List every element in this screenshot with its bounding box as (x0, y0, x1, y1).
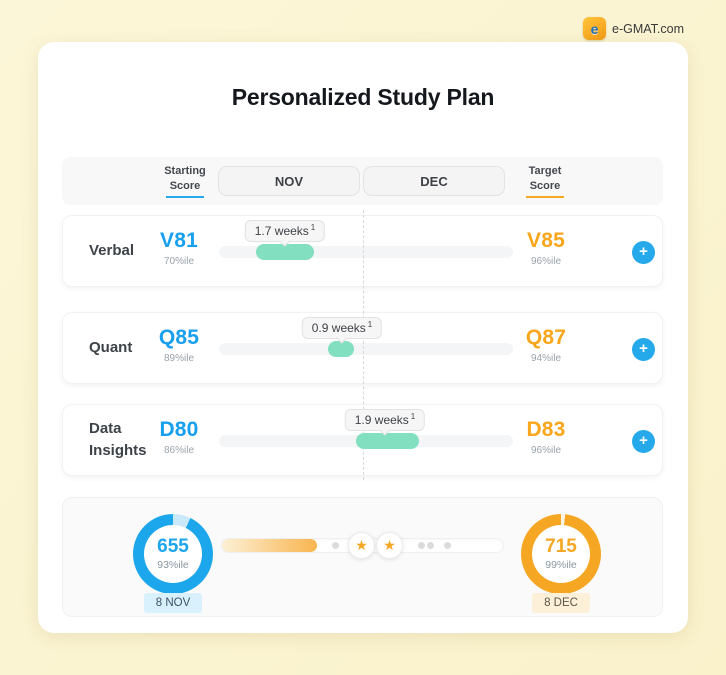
month-dec-button[interactable]: DEC (363, 166, 505, 196)
quant-progress-pill (328, 341, 354, 357)
verbal-footnote: 1 (310, 223, 316, 232)
quant-footnote: 1 (367, 320, 373, 329)
quant-target-score-block: Q87 94%ile (504, 326, 588, 364)
verbal-start-score: V81 (160, 229, 198, 252)
milestone-star-badge: ★ (348, 532, 375, 559)
verbal-start-percentile: 70%ile (163, 256, 195, 267)
data-insights-target-percentile: 96%ile (530, 445, 562, 456)
target-score-line2: Score (526, 179, 564, 198)
verbal-row: Verbal V81 70%ile 1.7 weeks 1 V85 96%ile … (62, 215, 663, 287)
plus-icon: + (639, 340, 648, 357)
data-insights-target-score-block: D83 96%ile (504, 418, 588, 456)
target-total-score-ring: 715 99%ile (521, 514, 601, 594)
starting-total-percentile: 93%ile (157, 558, 189, 571)
quant-duration-tooltip: 0.9 weeks 1 (301, 317, 383, 339)
milestone-star-badge: ★ (376, 532, 403, 559)
starting-date-badge: 8 NOV (144, 593, 202, 613)
verbal-duration-tooltip: 1.7 weeks 1 (244, 220, 326, 242)
data-insights-start-percentile: 86%ile (163, 445, 195, 456)
verbal-expand-button[interactable]: + (632, 241, 655, 264)
quant-start-score: Q85 (158, 326, 200, 349)
verbal-start-score-block: V81 70%ile (137, 229, 221, 267)
e-gmat-app-icon: e (583, 17, 606, 40)
data-insights-start-score-block: D80 86%ile (137, 418, 221, 456)
total-score-summary: 655 93%ile 8 NOV ★ ★ 715 99%ile (62, 497, 663, 617)
target-score-header: Target Score (510, 164, 580, 198)
data-insights-target-score: D83 (526, 418, 566, 441)
starting-total-score-inner: 655 93%ile (144, 525, 202, 583)
milestone-dot (444, 542, 451, 549)
study-plan-card: Personalized Study Plan Starting Score N… (38, 42, 688, 633)
data-insights-progress-pill (356, 433, 419, 449)
data-insights-footnote: 1 (410, 412, 416, 421)
quant-start-score-block: Q85 89%ile (137, 326, 221, 364)
target-total-percentile: 99%ile (545, 558, 577, 571)
brand-name: e-GMAT.com (612, 21, 684, 36)
brand-logo: e e-GMAT.com (583, 17, 684, 40)
verbal-target-score: V85 (527, 229, 565, 252)
page-title: Personalized Study Plan (231, 84, 495, 110)
verbal-target-percentile: 96%ile (530, 256, 562, 267)
milestone-dot (332, 542, 339, 549)
quant-row: Quant Q85 89%ile 0.9 weeks 1 Q87 94%ile + (62, 312, 663, 384)
quant-expand-button[interactable]: + (632, 338, 655, 361)
timeline-header: Starting Score NOV DEC Target Score (62, 157, 663, 205)
data-insights-duration-text: 1.9 weeks (354, 413, 409, 427)
target-score-line1: Target (528, 165, 562, 177)
starting-total-score: 655 (157, 536, 189, 558)
summary-progress-fill (222, 539, 317, 552)
verbal-duration-text: 1.7 weeks (254, 224, 309, 238)
starting-score-line1: Starting (164, 165, 206, 177)
verbal-target-score-block: V85 96%ile (504, 229, 588, 267)
star-icon: ★ (355, 537, 368, 553)
plus-icon: + (639, 243, 648, 260)
target-total-score: 715 (545, 536, 577, 558)
data-insights-label: Data Insights (89, 420, 147, 459)
month-divider-dashed-line (363, 210, 364, 480)
quant-label: Quant (89, 339, 133, 357)
quant-duration-text: 0.9 weeks (311, 321, 366, 335)
star-icon: ★ (383, 537, 396, 553)
verbal-progress-pill (256, 244, 314, 260)
data-insights-row: Data Insights D80 86%ile 1.9 weeks 1 D83 … (62, 404, 663, 476)
target-total-score-inner: 715 99%ile (532, 525, 590, 583)
verbal-label: Verbal (89, 242, 135, 260)
quant-start-percentile: 89%ile (163, 353, 195, 364)
milestone-dot (418, 542, 425, 549)
quant-target-score: Q87 (525, 326, 567, 349)
quant-progress-track (219, 343, 513, 355)
quant-target-percentile: 94%ile (530, 353, 562, 364)
target-date-badge: 8 DEC (532, 593, 590, 613)
starting-score-line2: Score (166, 179, 204, 198)
data-insights-duration-tooltip: 1.9 weeks 1 (344, 409, 426, 431)
month-nov-button[interactable]: NOV (218, 166, 360, 196)
starting-score-header: Starting Score (150, 164, 220, 198)
plus-icon: + (639, 432, 648, 449)
logo-letter: e (590, 20, 599, 37)
data-insights-expand-button[interactable]: + (632, 430, 655, 453)
data-insights-start-score: D80 (159, 418, 199, 441)
starting-total-score-ring: 655 93%ile (133, 514, 213, 594)
milestone-dot (427, 542, 434, 549)
